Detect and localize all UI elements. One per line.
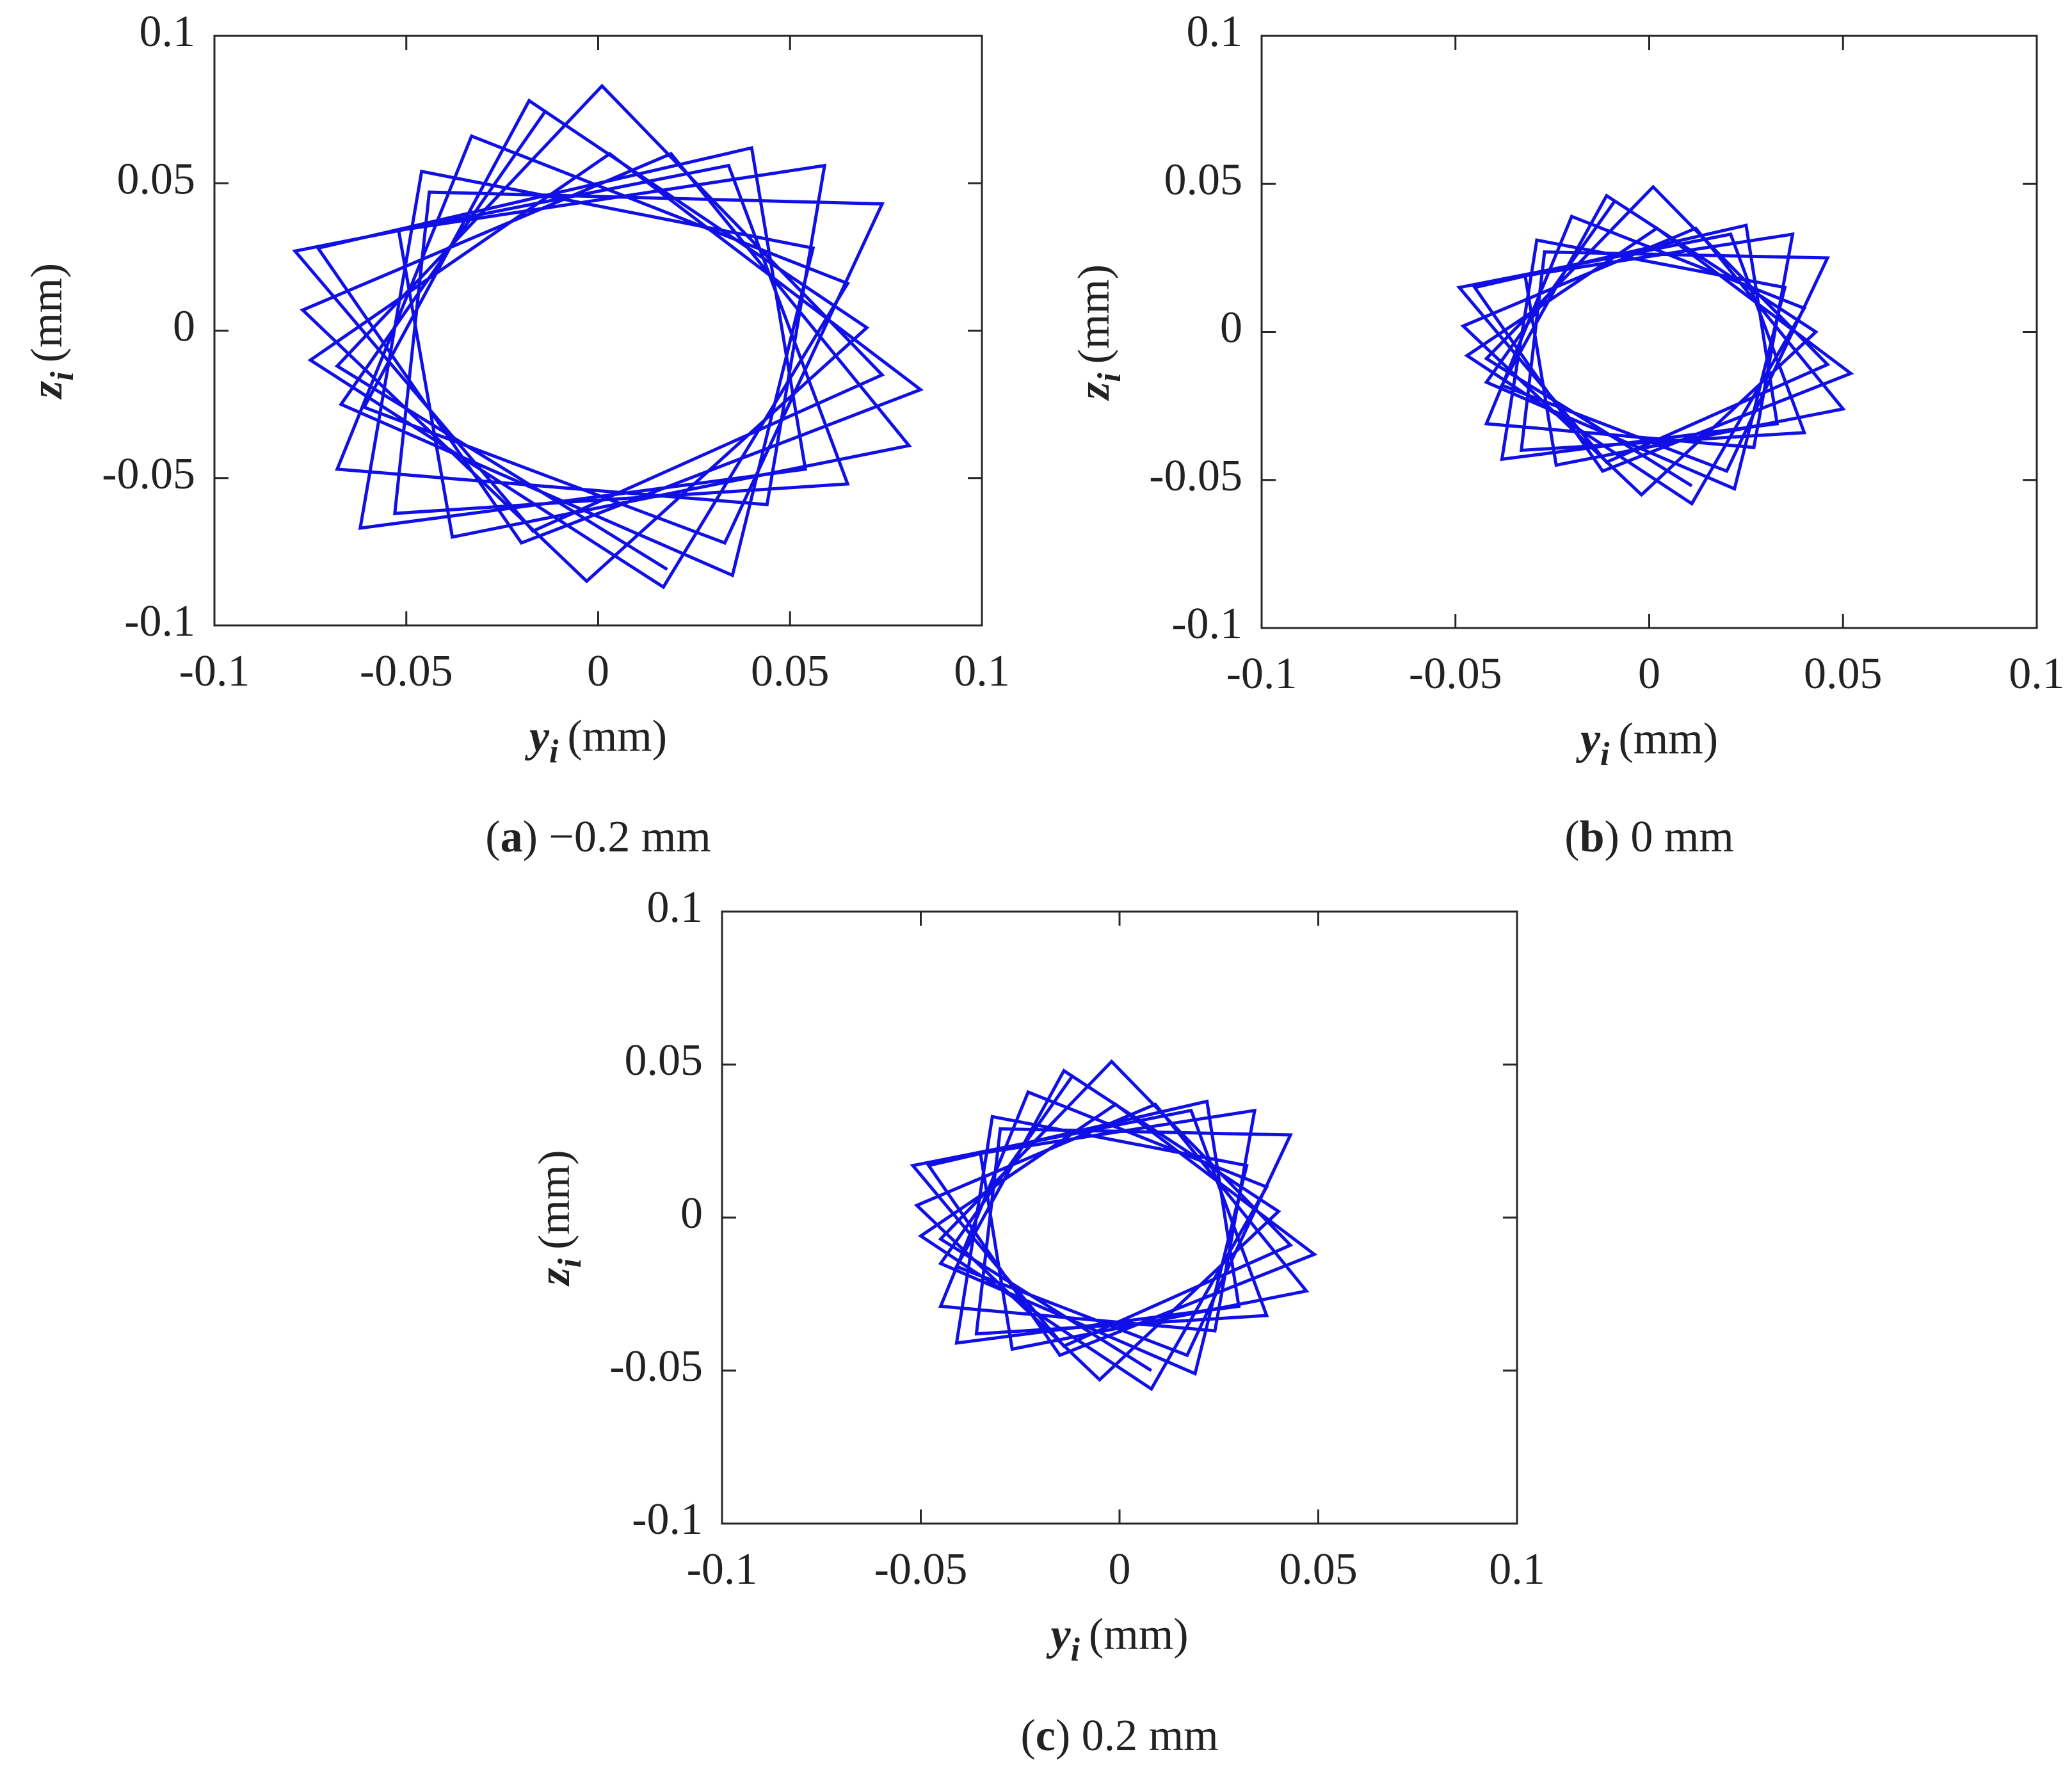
x-tick-label: -0.1 (179, 647, 250, 696)
x-tick-label: 0.05 (751, 647, 830, 696)
axis-unit: (mm) (568, 712, 668, 761)
axis-unit: (mm) (22, 263, 72, 363)
data-line (910, 1059, 1318, 1392)
x-tick-label: 0.05 (1279, 1545, 1358, 1594)
plot-area (1260, 35, 2038, 629)
axis-subscript: i (1091, 373, 1128, 382)
x-tick-label: 0 (587, 647, 609, 696)
y-tick-label: -0.1 (1171, 599, 1242, 648)
y-tick-label: 0 (680, 1189, 703, 1238)
data-line (292, 83, 924, 590)
axis-unit: (mm) (530, 1150, 579, 1250)
caption-part: ) 0.2 mm (1056, 1711, 1219, 1760)
y-tick-label: -0.05 (102, 449, 195, 499)
x-tick-label: 0.05 (1804, 649, 1883, 698)
y-tick-label: 0.05 (1164, 155, 1243, 204)
y-tick-label: 0.1 (140, 7, 196, 56)
axis-unit: (mm) (1070, 264, 1119, 364)
x-tick-label: 0 (1109, 1545, 1131, 1594)
axis-variable: y (1046, 1610, 1071, 1659)
y-axis-label: zi (mm) (1070, 264, 1128, 401)
x-axis-label: yi (mm) (1046, 1610, 1188, 1668)
y-tick-label: -0.05 (609, 1342, 703, 1391)
axis-subscript: i (552, 1258, 588, 1268)
axis-variable: y (525, 712, 550, 761)
x-tick-label: -0.1 (687, 1545, 758, 1594)
axis-variable: z (530, 1268, 579, 1286)
x-axis-label: yi (mm) (1576, 714, 1718, 773)
data-line (1456, 184, 1854, 506)
x-tick-label: 0 (1638, 649, 1660, 698)
x-tick-label: 0.1 (954, 647, 1010, 696)
axis-subscript: i (1071, 1632, 1080, 1668)
x-tick-label: -0.05 (360, 647, 453, 696)
x-tick-label: -0.05 (874, 1545, 968, 1594)
plot-area (213, 35, 983, 627)
y-tick-label: 0.05 (625, 1036, 703, 1085)
x-tick-label: 0.1 (2009, 649, 2065, 698)
caption-part: ( (1020, 1711, 1035, 1760)
caption-part: ( (485, 812, 500, 862)
y-axis-label: zi (mm) (22, 263, 81, 399)
y-tick-label: 0.1 (647, 883, 703, 932)
axis-subscript: i (1600, 736, 1610, 773)
y-label-group: zi (mm) (22, 263, 81, 399)
axis-subscript: i (44, 371, 81, 381)
axis-unit: (mm) (1619, 714, 1719, 764)
plot-area (721, 910, 1518, 1525)
caption-part: a (501, 812, 523, 862)
axis-subscript: i (549, 734, 559, 770)
y-tick-label: -0.05 (1149, 451, 1242, 501)
axis-variable: z (1070, 382, 1119, 401)
y-axis-label: zi (mm) (530, 1150, 588, 1286)
y-tick-label: 0 (1220, 303, 1242, 353)
y-tick-label: 0 (173, 302, 195, 351)
x-tick-label: 0.1 (1489, 1545, 1545, 1594)
y-label-group: zi (mm) (530, 1150, 588, 1286)
y-tick-label: -0.1 (632, 1495, 703, 1544)
y-tick-label: 0.1 (1187, 7, 1243, 56)
caption: (b) 0 mm (1564, 812, 1733, 862)
y-tick-label: -0.1 (124, 597, 195, 646)
caption-part: c (1036, 1711, 1056, 1760)
axis-variable: y (1576, 714, 1601, 764)
axis-variable: z (22, 381, 72, 399)
caption: (c) 0.2 mm (1020, 1711, 1218, 1760)
caption: (a) −0.2 mm (485, 812, 711, 862)
x-tick-label: -0.1 (1226, 649, 1297, 698)
y-tick-label: 0.05 (117, 154, 196, 204)
x-axis-label: yi (mm) (525, 712, 667, 770)
caption-part: ( (1564, 812, 1579, 862)
y-label-group: zi (mm) (1070, 264, 1128, 401)
x-tick-label: -0.05 (1409, 649, 1502, 698)
caption-part: ) 0 mm (1605, 812, 1734, 862)
caption-part: b (1580, 812, 1605, 862)
axis-unit: (mm) (1089, 1610, 1189, 1659)
caption-part: ) −0.2 mm (523, 812, 711, 862)
